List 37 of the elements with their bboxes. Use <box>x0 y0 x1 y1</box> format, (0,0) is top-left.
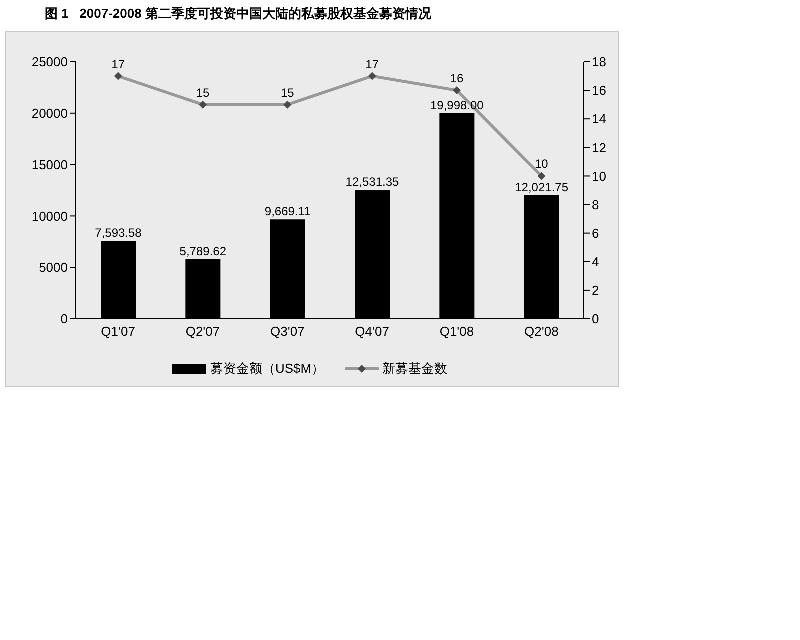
y2-tick-label: 14 <box>592 112 606 127</box>
y-tick-label: 25000 <box>32 54 68 70</box>
legend-label: 募资金额（US$M） <box>210 360 325 378</box>
x-tick-label: Q1'08 <box>440 324 474 340</box>
data-label: 10 <box>534 157 549 172</box>
x-tick-label: Q2'08 <box>524 324 559 340</box>
y2-tick-label: 6 <box>592 226 600 241</box>
data-label: 12,021.75 <box>515 180 569 194</box>
x-tick-label: Q1'07 <box>101 324 136 340</box>
data-label: 9,669.11 <box>264 204 312 219</box>
x-tick-label: Q3'07 <box>270 324 305 340</box>
chart-title: 图 1 2007-2008 第二季度可投资中国大陆的私募股权基金募资情况 <box>45 5 432 23</box>
data-label: 15 <box>280 86 295 100</box>
y2-tick-label: 0 <box>592 312 600 327</box>
data-label: 15 <box>196 86 210 100</box>
y2-tick-label: 10 <box>592 168 606 184</box>
legend-label: 新募基金数 <box>382 360 448 378</box>
y2-tick-label: 18 <box>592 54 606 70</box>
y-tick-label: 15000 <box>32 157 68 172</box>
data-label: 5,789.62 <box>180 244 227 258</box>
x-tick-label: Q4'07 <box>355 324 390 340</box>
y-tick-label: 20000 <box>32 106 68 122</box>
y2-tick-label: 16 <box>592 83 606 98</box>
y2-tick-label: 2 <box>592 283 600 298</box>
y-tick-label: 10000 <box>32 208 68 224</box>
data-label: 12,531.35 <box>346 175 400 190</box>
data-label: 7,593.58 <box>95 226 142 240</box>
data-label: 17 <box>366 57 380 72</box>
y-tick-label: 5000 <box>39 260 68 276</box>
y2-tick-label: 8 <box>592 197 600 212</box>
data-label: 19,998.00 <box>430 98 484 112</box>
y2-tick-label: 4 <box>592 254 600 270</box>
y2-tick-label: 12 <box>592 140 606 156</box>
x-tick-label: Q2'07 <box>186 324 220 340</box>
data-label: 17 <box>112 57 126 72</box>
y-tick-label: 0 <box>60 312 68 327</box>
data-label: 16 <box>450 72 464 86</box>
